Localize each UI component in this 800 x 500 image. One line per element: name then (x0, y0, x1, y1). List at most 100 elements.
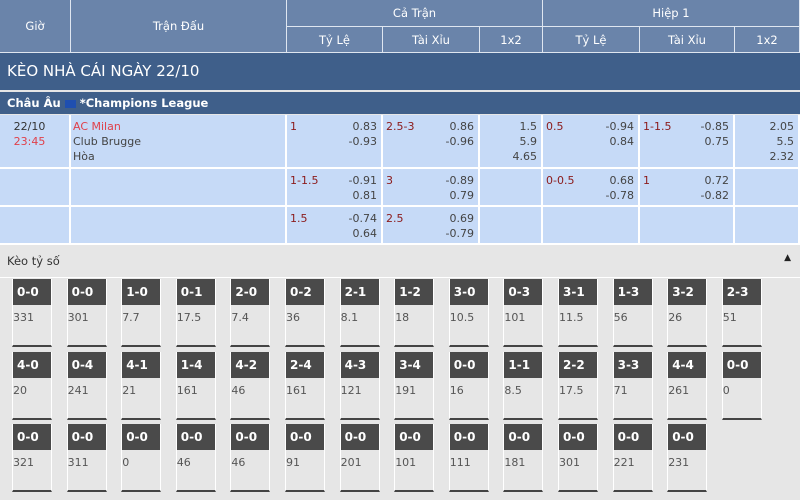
score-odds: 18 (395, 311, 410, 324)
score-label: 0-0 (286, 424, 324, 450)
total-line: 2.5 (386, 212, 404, 225)
score-card[interactable]: 2-0 7.4 (230, 279, 271, 347)
score-odds: 161 (286, 383, 307, 397)
score-card[interactable]: 4-4 261 (667, 351, 708, 420)
score-card[interactable]: 0-2 36 (285, 279, 325, 347)
score-card[interactable]: 3-1 11.5 (558, 279, 598, 347)
match-date: 22/10 (13, 120, 46, 133)
odds-value[interactable]: 0.69 (449, 212, 475, 225)
odds-value[interactable]: 0.83 (352, 120, 378, 133)
score-label: 0-2 (286, 279, 324, 305)
score-card[interactable]: 2-1 8.1 (339, 279, 380, 347)
correct-score-header[interactable]: Kèo tỷ số ▲ (0, 245, 800, 278)
odds-1x2-value[interactable]: 5.9 (519, 135, 538, 148)
score-label: 3-3 (613, 351, 652, 378)
score-card[interactable]: 0-0 301 (558, 424, 598, 492)
score-card[interactable]: 3-3 71 (612, 351, 653, 420)
collapse-arrow-icon[interactable]: ▲ (784, 253, 791, 263)
score-card[interactable]: 0-0 221 (612, 424, 653, 492)
score-label: 0-0 (504, 424, 543, 450)
odds-value[interactable]: -0.96 (445, 135, 474, 148)
score-card[interactable]: 0-0 111 (448, 424, 489, 492)
score-label: 0-0 (722, 351, 761, 378)
odds-value[interactable]: -0.85 (700, 120, 729, 133)
odds-value[interactable]: -0.79 (445, 227, 474, 240)
odds-1x2-value[interactable]: 2.05 (769, 120, 795, 133)
odds-1x2-value[interactable]: 5.5 (776, 135, 795, 148)
score-odds: 7.4 (231, 311, 249, 324)
ft-hdp-cell: 1-1.5 -0.91 0.81 (287, 169, 383, 207)
score-card[interactable]: 0-0 311 (66, 424, 107, 492)
score-card[interactable]: 0-0 46 (175, 424, 216, 492)
time-cell (0, 169, 71, 207)
odds-value[interactable]: 0.64 (352, 227, 378, 240)
score-card[interactable]: 1-4 161 (175, 351, 216, 420)
score-card[interactable]: 0-0 331 (12, 279, 52, 347)
score-odds: 201 (340, 456, 362, 469)
odds-value[interactable]: 0.81 (352, 189, 378, 202)
score-card[interactable]: 0-0 0 (121, 424, 162, 492)
odds-value[interactable]: 0.68 (609, 174, 635, 187)
away-team[interactable]: Club Brugge (73, 135, 141, 148)
score-card[interactable]: 0-0 301 (66, 279, 107, 347)
ft-hdp-cell: 1 0.83 -0.93 (287, 115, 383, 169)
score-card[interactable]: 0-0 321 (12, 424, 52, 492)
score-label: 1-1 (504, 351, 543, 378)
score-card[interactable]: 1-3 56 (612, 279, 653, 347)
odds-value[interactable]: -0.78 (605, 189, 634, 202)
score-card[interactable]: 2-4 161 (285, 351, 325, 420)
odds-1x2-value[interactable]: 2.32 (769, 150, 795, 163)
score-card[interactable]: 0-3 101 (503, 279, 544, 347)
score-odds: 161 (176, 383, 198, 397)
h1-1x2-cell: 2.05 5.5 2.32 (735, 115, 800, 169)
score-card[interactable]: 3-4 191 (394, 351, 435, 420)
odds-value[interactable]: -0.94 (605, 120, 634, 133)
odds-value[interactable]: -0.89 (445, 174, 474, 187)
odds-value[interactable]: -0.93 (348, 135, 377, 148)
score-odds: 46 (231, 456, 246, 469)
score-card[interactable]: 0-0 201 (339, 424, 380, 492)
odds-value[interactable]: 0.72 (704, 174, 730, 187)
odds-value[interactable]: 0.86 (449, 120, 475, 133)
score-card[interactable]: 1-1 8.5 (503, 351, 544, 420)
score-card[interactable]: 3-2 26 (667, 279, 708, 347)
score-label: 3-0 (449, 279, 488, 305)
odds-value[interactable]: 0.84 (609, 135, 635, 148)
score-card[interactable]: 0-0 46 (230, 424, 271, 492)
score-odds: 20 (13, 383, 27, 397)
league-header[interactable]: Châu Âu *Champions League (0, 92, 800, 114)
odds-value[interactable]: -0.82 (700, 189, 729, 202)
odds-value[interactable]: -0.74 (348, 212, 377, 225)
score-card[interactable]: 4-0 20 (12, 351, 52, 420)
score-card[interactable]: 0-1 17.5 (175, 279, 216, 347)
score-card[interactable]: 3-0 10.5 (448, 279, 489, 347)
odds-value[interactable]: -0.91 (348, 174, 377, 187)
score-odds: 261 (668, 383, 690, 397)
score-card[interactable]: 4-3 121 (339, 351, 380, 420)
match-cell (71, 169, 287, 207)
odds-value[interactable]: 0.79 (449, 189, 475, 202)
odds-value[interactable]: 0.75 (704, 135, 730, 148)
draw-label: Hòa (73, 150, 95, 163)
home-team[interactable]: AC Milan (73, 120, 121, 133)
score-label: 0-0 (668, 424, 707, 450)
score-card[interactable]: 4-2 46 (230, 351, 271, 420)
score-card[interactable]: 2-2 17.5 (558, 351, 598, 420)
score-card[interactable]: 4-1 21 (121, 351, 162, 420)
ft-1x2-cell (480, 207, 543, 245)
score-card[interactable]: 1-2 18 (394, 279, 435, 347)
odds-1x2-value[interactable]: 1.5 (519, 120, 538, 133)
score-card[interactable]: 0-0 0 (721, 351, 762, 420)
score-card[interactable]: 1-0 7.7 (121, 279, 162, 347)
score-odds: 10.5 (449, 311, 475, 324)
score-card[interactable]: 0-4 241 (66, 351, 107, 420)
score-label: 2-0 (231, 279, 270, 305)
score-card[interactable]: 0-0 101 (394, 424, 435, 492)
score-label: 2-2 (559, 351, 597, 378)
score-card[interactable]: 0-0 16 (448, 351, 489, 420)
score-card[interactable]: 0-0 231 (667, 424, 708, 492)
odds-1x2-value[interactable]: 4.65 (512, 150, 538, 163)
score-card[interactable]: 0-0 91 (285, 424, 325, 492)
score-card[interactable]: 2-3 51 (721, 279, 762, 347)
score-card[interactable]: 0-0 181 (503, 424, 544, 492)
